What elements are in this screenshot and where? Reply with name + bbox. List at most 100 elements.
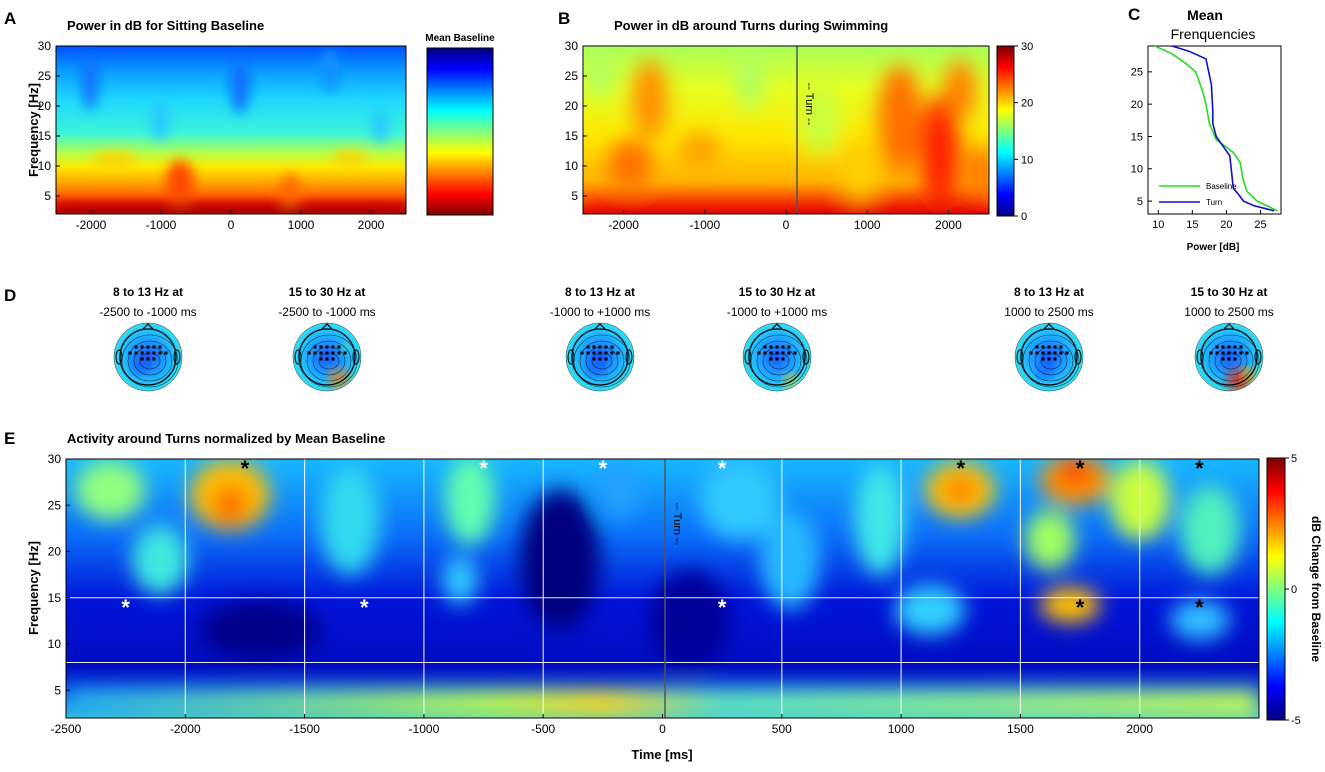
electrode: [319, 351, 323, 355]
significance-marker: *: [1076, 595, 1085, 620]
electrode: [610, 345, 614, 349]
electrode: [586, 345, 590, 349]
x-tick-label: 1000: [888, 722, 915, 736]
electrode: [1041, 357, 1045, 361]
electrode: [1227, 351, 1231, 355]
electrode: [763, 345, 767, 349]
electrode: [793, 351, 797, 355]
significance-marker: *: [599, 456, 608, 481]
electrode: [331, 357, 335, 361]
electrode: [1047, 351, 1051, 355]
electrode: [1209, 351, 1213, 355]
panel-e-colorbar-label: dB Change from Baseline: [1309, 516, 1323, 662]
electrode: [763, 351, 767, 355]
head-outline: [1020, 328, 1078, 386]
electrode: [134, 351, 138, 355]
y-tick-label: 25: [1131, 67, 1143, 79]
x-tick-label: 20: [1220, 219, 1232, 231]
electrode: [1239, 351, 1243, 355]
electrode: [592, 345, 596, 349]
significance-marker: *: [1195, 595, 1204, 620]
panel-letter-b: B: [558, 9, 570, 28]
x-tick-label: 0: [783, 218, 790, 232]
nose: [1043, 323, 1055, 330]
x-tick-label: -1500: [289, 722, 320, 736]
topomap-1: 8 to 13 Hz at -2500 to -1000 ms: [99, 285, 197, 392]
colorbar-tick-label: 5: [1291, 453, 1297, 465]
topomap-title: 15 to 30 Hz at: [289, 285, 366, 299]
significance-marker: *: [360, 595, 369, 620]
x-tick-label: 1000: [288, 218, 315, 232]
electrode: [580, 351, 584, 355]
topomap-2: 15 to 30 Hz at -2500 to -1000 ms: [278, 285, 376, 392]
nose: [594, 323, 606, 330]
panel-a-y-ticks: 5 10 15 20 25 30: [38, 39, 60, 203]
electrode: [146, 351, 150, 355]
significance-marker: *: [121, 595, 130, 620]
x-tick-label: -1000: [146, 218, 177, 232]
y-tick-label: 10: [565, 159, 579, 173]
electrode: [1215, 351, 1219, 355]
electrode: [1221, 357, 1225, 361]
x-tick-label: -2000: [608, 218, 639, 232]
electrode: [1215, 345, 1219, 349]
electrode: [592, 357, 596, 361]
electrode: [325, 345, 329, 349]
significance-marker: *: [241, 456, 250, 481]
significance-marker: *: [1195, 456, 1204, 481]
panel-e: E Activity around Turns normalized by Me…: [4, 429, 1323, 762]
y-tick-label: 30: [565, 39, 579, 53]
electrode: [331, 345, 335, 349]
electrode: [313, 345, 317, 349]
topomap-title: 8 to 13 Hz at: [565, 285, 635, 299]
nose: [771, 323, 783, 330]
y-tick-label: 10: [48, 637, 62, 651]
electrode: [1059, 345, 1063, 349]
electrode: [604, 357, 608, 361]
electrode: [592, 351, 596, 355]
panel-e-ylabel: Frequency [Hz]: [26, 541, 41, 635]
x-tick-label: 0: [228, 218, 235, 232]
nose: [142, 323, 154, 330]
panel-b-x-ticks: -2000 -1000 0 1000 2000: [608, 210, 962, 232]
electrode: [1065, 351, 1069, 355]
panel-a-colorbar-label: Mean Baseline: [425, 33, 495, 44]
y-tick-label: 25: [48, 498, 62, 512]
electrode: [152, 357, 156, 361]
electrode: [343, 351, 347, 355]
x-tick-label: 15: [1186, 219, 1198, 231]
y-tick-label: 5: [54, 683, 61, 697]
topomap-title: 15 to 30 Hz at: [739, 285, 816, 299]
x-tick-label: 1500: [1007, 722, 1034, 736]
colorbar-tick-label: 10: [1021, 154, 1033, 166]
electrode: [146, 345, 150, 349]
panel-b: B Power in dB around Turns during Swimmi…: [558, 9, 1033, 232]
electrode: [598, 345, 602, 349]
electrode: [1233, 345, 1237, 349]
panel-letter-a: A: [4, 9, 16, 28]
topomap-6: 15 to 30 Hz at 1000 to 2500 ms: [1184, 285, 1274, 392]
electrode: [775, 345, 779, 349]
y-tick-label: 30: [48, 452, 62, 466]
panel-c-y-ticks: 5 10 15 20 25: [1131, 67, 1152, 208]
electrode: [598, 351, 602, 355]
topomap-scalp: [114, 323, 182, 391]
electrode: [319, 345, 323, 349]
electrode: [158, 345, 162, 349]
panel-e-heatmap: [66, 459, 1259, 718]
electrode: [140, 357, 144, 361]
y-tick-label: 15: [1131, 131, 1143, 143]
head-outline: [748, 328, 806, 386]
electrode: [134, 345, 138, 349]
x-tick-label: -1000: [409, 722, 440, 736]
electrode: [1047, 357, 1051, 361]
topomap-title: 8 to 13 Hz at: [1014, 285, 1084, 299]
legend-baseline-label: Baseline: [1206, 182, 1237, 191]
electrode: [152, 351, 156, 355]
head-outline: [571, 328, 629, 386]
electrode: [146, 357, 150, 361]
electrode: [140, 351, 144, 355]
head-outline: [1200, 328, 1258, 386]
electrode: [610, 351, 614, 355]
